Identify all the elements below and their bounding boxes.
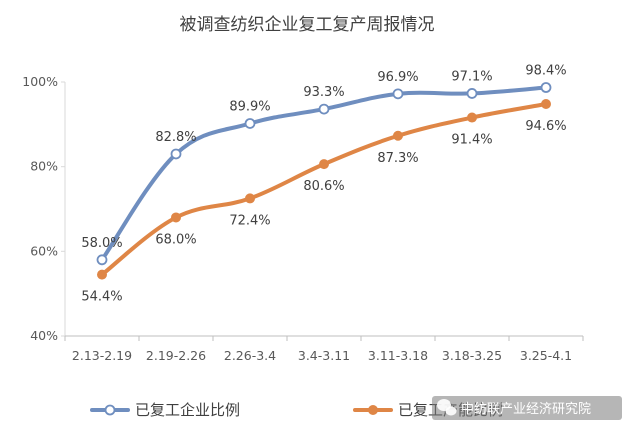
legend-label-1: 已复工企业比例 — [135, 401, 240, 419]
data-label: 80.6% — [303, 179, 344, 194]
watermark-text: 中纺联产业经济研究院 — [461, 402, 591, 417]
legend-marker-1 — [104, 404, 116, 416]
data-point — [96, 254, 108, 266]
series-layer — [96, 82, 552, 280]
data-label: 54.4% — [81, 290, 122, 305]
x-tick-label: 3.11-3.18 — [368, 348, 428, 363]
data-point — [466, 88, 478, 99]
data-point — [319, 159, 329, 170]
watermark-background — [432, 396, 622, 420]
data-point — [392, 88, 404, 100]
data-label: 96.9% — [377, 70, 418, 85]
x-tick-label: 3.18-3.25 — [442, 348, 502, 363]
data-label: 93.3% — [303, 85, 344, 100]
x-tick-label: 3.4-3.11 — [298, 348, 350, 363]
x-tick-label: 2.26-3.4 — [224, 348, 276, 363]
x-tick-label: 3.25-4.1 — [520, 348, 572, 363]
data-label: 98.4% — [525, 64, 566, 79]
data-point — [467, 112, 477, 123]
data-label: 97.1% — [451, 69, 492, 84]
y-tick-label: 100% — [22, 74, 58, 89]
data-point — [245, 193, 255, 204]
data-point — [393, 130, 403, 141]
data-point — [171, 212, 181, 223]
data-point — [540, 82, 552, 93]
x-tick-label: 2.13-2.19 — [72, 348, 132, 363]
data-label: 87.3% — [377, 151, 418, 166]
y-tick-label: 40% — [30, 328, 58, 343]
watermark: 中纺联产业经济研究院 — [432, 396, 622, 420]
data-label: 94.6% — [525, 119, 566, 134]
wechat-icon — [437, 399, 457, 416]
data-label: 82.8% — [155, 130, 196, 145]
axes: 40% 60% 80% 100% 2.13-2.19 2.19-2.26 2.26-3.4 3… — [22, 74, 584, 363]
data-label: 89.9% — [229, 99, 270, 114]
wechat-icon-bubble-small — [445, 406, 457, 416]
data-point — [244, 118, 256, 129]
data-point — [97, 269, 107, 280]
data-point — [541, 99, 551, 110]
data-point — [170, 148, 182, 160]
data-label: 72.4% — [229, 213, 270, 228]
data-label: 91.4% — [451, 133, 492, 148]
x-tick-label: 2.19-2.26 — [146, 348, 206, 363]
data-labels: 58.0% 82.8% 89.9% 93.3% 96.9% 97.1% 98.4% 54.4%… — [81, 64, 566, 305]
chart-title: 被调查纺织企业复工复产周报情况 — [180, 15, 435, 35]
data-label: 68.0% — [155, 232, 196, 247]
y-tick-label: 60% — [30, 243, 58, 258]
data-point — [318, 103, 330, 115]
y-tick-label: 80% — [30, 159, 58, 174]
data-label: 58.0% — [81, 236, 122, 251]
legend-marker-2 — [368, 405, 378, 415]
